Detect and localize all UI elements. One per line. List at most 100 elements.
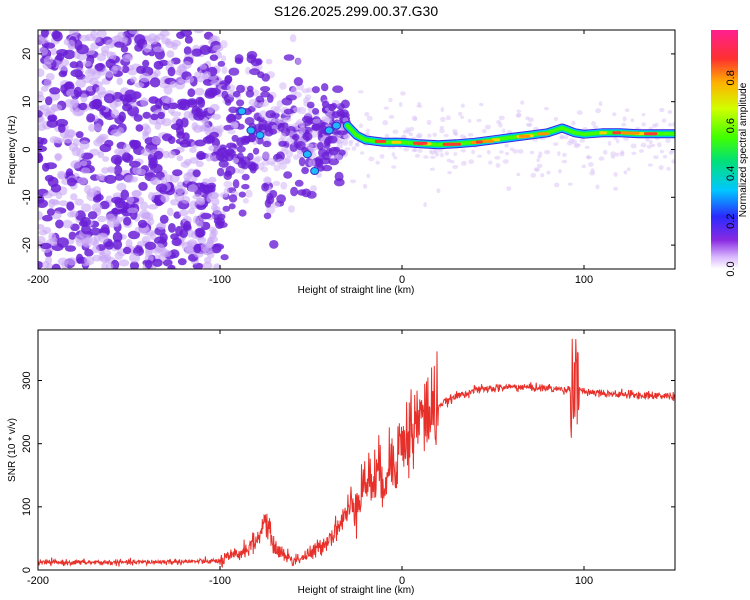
spectral-blob — [148, 192, 155, 201]
spectral-blob — [626, 167, 631, 171]
spectral-blob — [167, 207, 174, 217]
spectral-blob — [423, 155, 429, 159]
spectral-blob — [176, 155, 184, 162]
spectral-blob — [216, 147, 228, 158]
colorbar-tick-label: 0.8 — [725, 70, 737, 85]
spectral-blob — [170, 123, 183, 131]
spectral-blob — [236, 137, 245, 147]
spectral-blob — [199, 184, 210, 193]
spectral-blob — [436, 188, 441, 194]
spectral-blob — [591, 121, 597, 126]
spectral-blob — [613, 172, 618, 177]
spectral-blob — [251, 101, 261, 109]
spectral-blob — [273, 106, 282, 114]
spectral-blob — [119, 36, 128, 43]
spectral-blob — [171, 42, 178, 50]
spectral-blob — [161, 249, 172, 257]
spectral-blob — [58, 200, 69, 207]
spectral-blob — [254, 157, 261, 165]
spectral-blob — [201, 123, 211, 131]
spectral-blob — [623, 136, 630, 141]
spectral-blob — [428, 149, 433, 154]
spectral-blob — [392, 129, 399, 134]
y-tick-label: 10 — [21, 96, 33, 108]
spectral-blob — [248, 132, 256, 142]
spectral-blob — [150, 177, 161, 186]
spectral-blob — [318, 148, 327, 158]
spectral-blob — [205, 152, 213, 162]
spectral-blob — [488, 160, 493, 165]
spectral-blob — [167, 264, 176, 269]
spectral-blob — [400, 91, 406, 96]
spectral-blob — [414, 153, 421, 158]
spectral-blob — [568, 138, 575, 144]
spectral-blob — [141, 148, 151, 157]
spectral-blob — [118, 259, 130, 267]
spectral-blob — [51, 263, 61, 269]
spectral-blob — [104, 174, 117, 184]
spectral-blob — [96, 30, 107, 39]
y-tick-label: -10 — [21, 189, 33, 205]
spectral-blob — [122, 54, 132, 62]
spectral-blob — [598, 101, 603, 107]
spectral-blob — [199, 45, 212, 55]
spectral-blob — [467, 133, 474, 137]
spectral-blob — [80, 160, 88, 167]
spectral-blob — [221, 66, 228, 75]
spectral-blob — [598, 156, 605, 161]
spectral-blob — [75, 253, 84, 264]
y-tick-label: 200 — [21, 435, 33, 453]
spectral-blob — [327, 135, 338, 144]
spectral-blob — [266, 205, 276, 215]
spectral-blob — [584, 145, 590, 149]
spectral-blob — [650, 143, 656, 148]
spectral-blob — [662, 154, 668, 159]
spectral-blob — [107, 167, 116, 174]
spectral-blob — [504, 143, 509, 148]
spectral-blob — [232, 179, 240, 189]
spectral-blob — [42, 214, 53, 222]
spectral-blob — [427, 133, 432, 138]
spectral-blob — [212, 45, 224, 52]
spectral-blob — [364, 112, 370, 117]
spectral-blob — [147, 38, 159, 45]
spectral-blob — [105, 39, 116, 49]
spectral-blob — [283, 171, 293, 179]
spectral-blob — [46, 208, 55, 216]
spectral-blob — [220, 254, 229, 261]
spectral-blob — [452, 164, 459, 170]
spectral-blob — [104, 241, 114, 250]
spectral-blob — [439, 128, 445, 134]
spectral-blob — [262, 151, 271, 160]
spectral-blob — [592, 125, 599, 129]
spectral-blob — [461, 160, 467, 166]
spectral-blob — [152, 258, 163, 267]
spectral-blob — [172, 169, 183, 177]
spectral-blob — [236, 99, 245, 107]
spectral-blob — [94, 63, 104, 72]
spectral-blob — [66, 257, 78, 266]
spectral-blob — [65, 168, 74, 178]
spectral-blob — [52, 31, 63, 42]
spectral-blob — [159, 214, 169, 224]
spectral-blob — [159, 232, 168, 243]
spectral-blob — [595, 108, 601, 114]
spectral-blob — [57, 257, 69, 266]
spectral-blob — [192, 169, 201, 178]
spectral-hotspot — [246, 126, 256, 135]
spectral-blob — [226, 148, 235, 155]
spectral-blob — [249, 68, 261, 76]
spectral-blob — [129, 160, 141, 168]
spectral-blob — [238, 209, 247, 217]
spectral-blob — [153, 60, 164, 70]
spectral-blob — [56, 170, 67, 179]
spectral-blob — [42, 260, 50, 269]
spectral-blob — [81, 224, 91, 235]
spectral-blob — [258, 119, 268, 127]
spectral-blob — [562, 152, 567, 157]
spectral-blob — [38, 229, 48, 236]
spectral-blob — [140, 97, 149, 107]
spectral-blob — [90, 30, 98, 40]
spectral-blob — [630, 118, 635, 123]
spectral-blob — [486, 149, 491, 155]
